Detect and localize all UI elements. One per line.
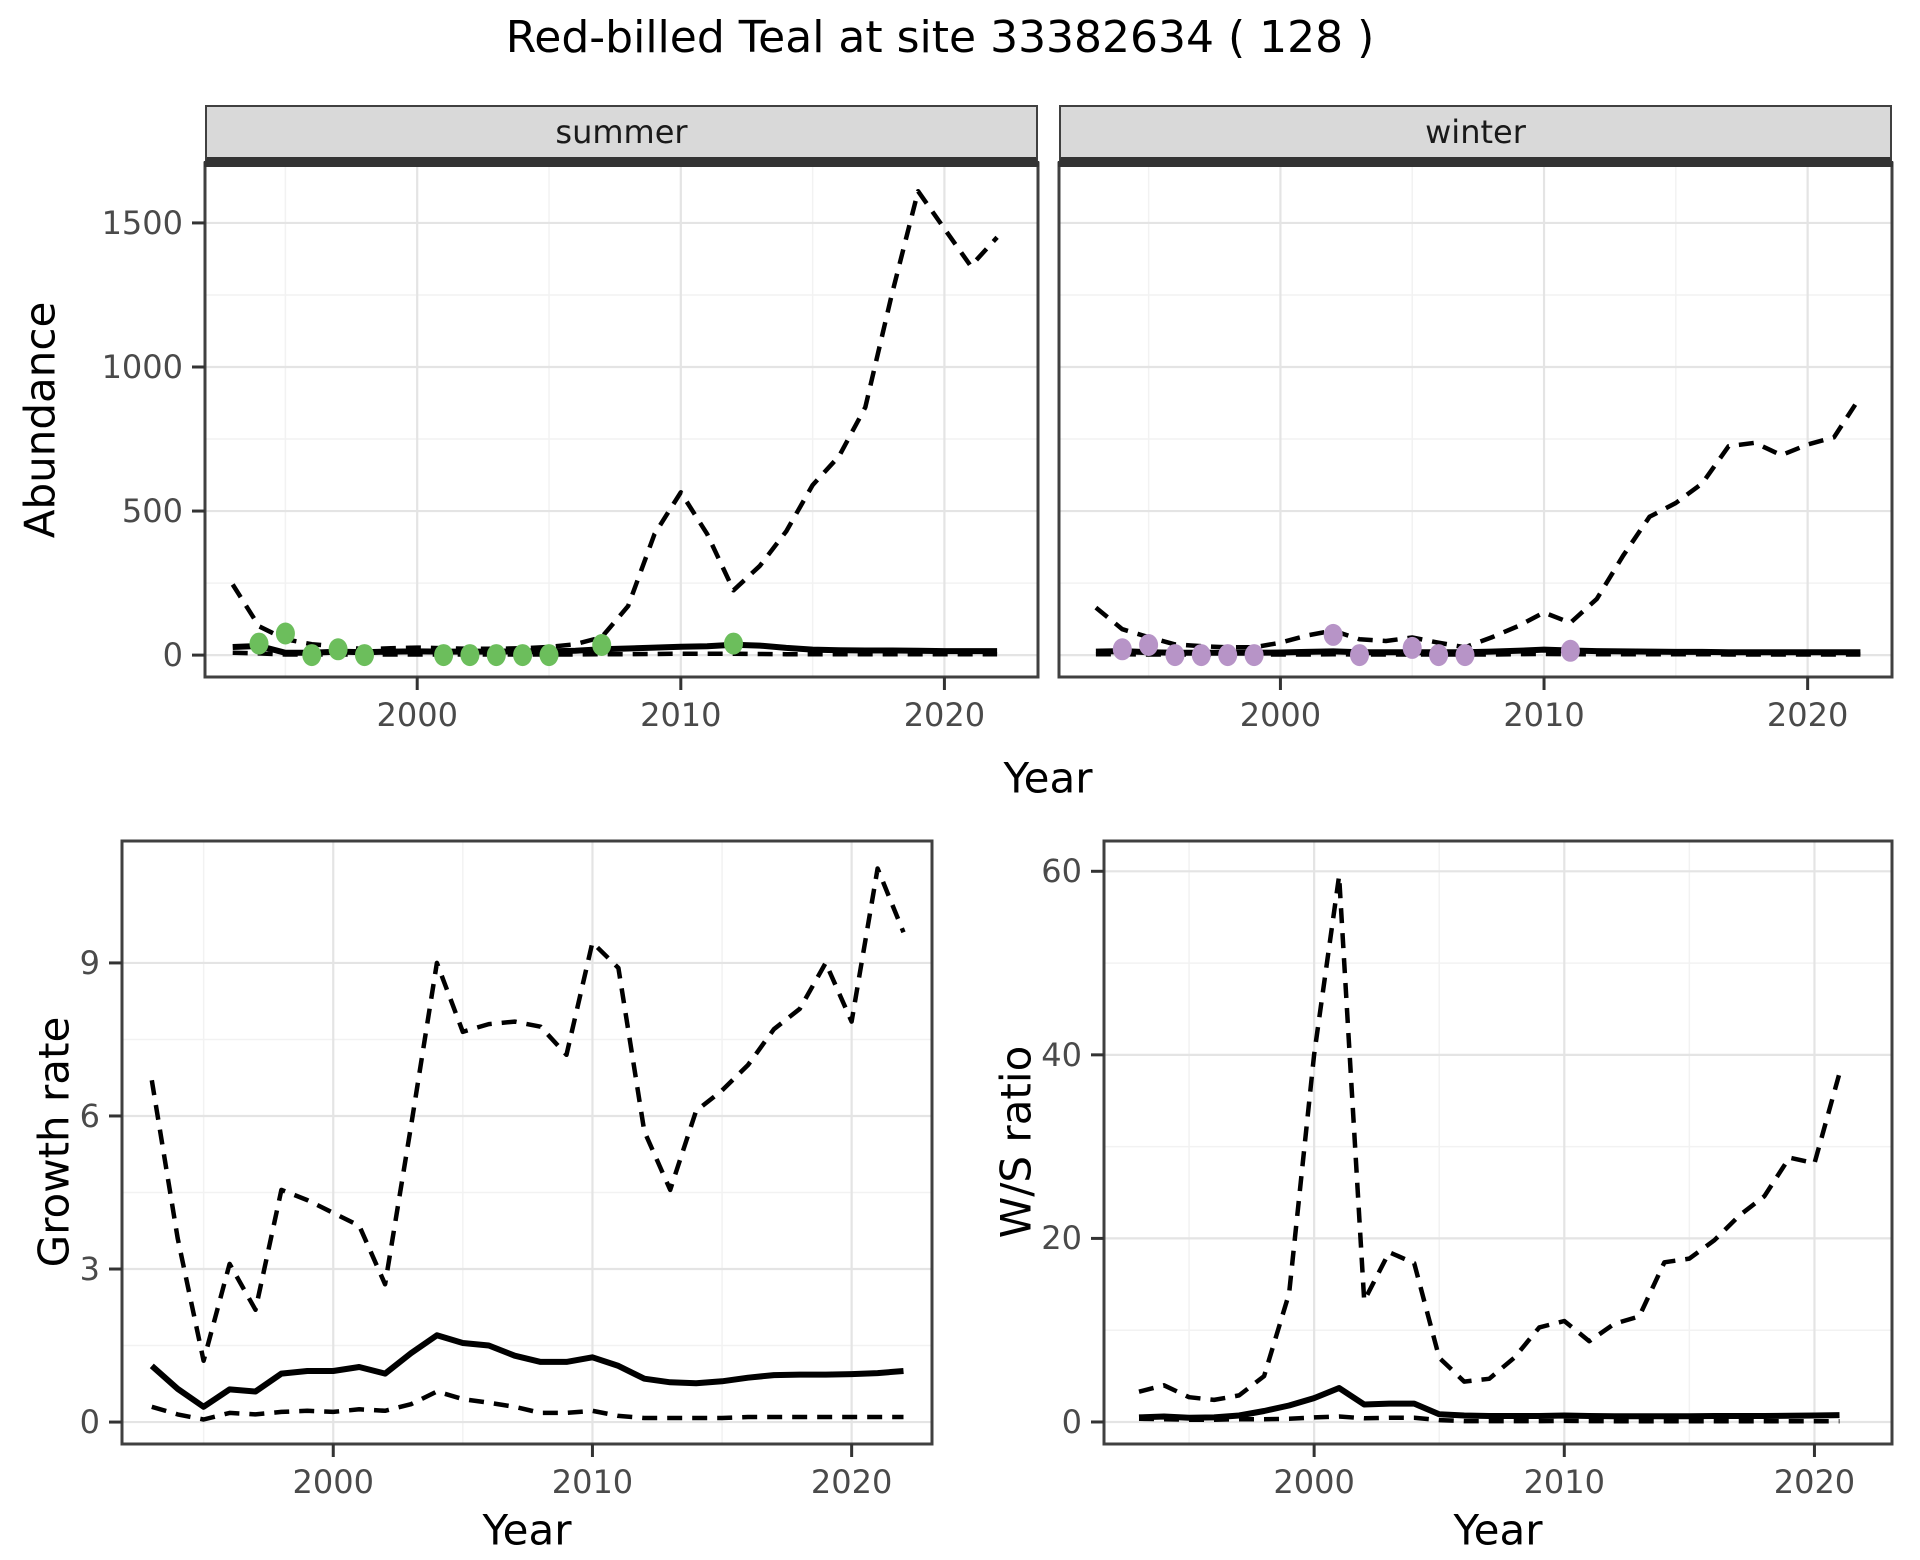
panel-growth-rate	[109, 839, 934, 1457]
panel-abundance-winter	[1057, 161, 1894, 690]
chart-title: Red-billed Teal at site 33382634 ( 128 )	[505, 12, 1375, 63]
data-point-observed-winter-counts	[1191, 644, 1211, 667]
panel-background-abundance-winter	[1059, 163, 1892, 677]
data-point-observed-summer-counts	[302, 644, 322, 667]
data-point-observed-summer-counts	[486, 644, 506, 667]
x-axis-title-year-top: Year	[1003, 753, 1093, 803]
data-point-observed-winter-counts	[1323, 623, 1343, 646]
data-point-observed-winter-counts	[1350, 644, 1369, 667]
panel-ws-ratio	[1091, 839, 1894, 1457]
data-point-observed-summer-counts	[275, 622, 295, 645]
data-point-observed-summer-counts	[513, 644, 533, 667]
series-ws-ratio-median-estimate	[1138, 1385, 1840, 1421]
data-point-observed-winter-counts	[1455, 644, 1475, 667]
data-point-observed-winter-counts	[1402, 636, 1422, 659]
facet-strip-winter: winter	[1059, 105, 1892, 163]
facet-strip-summer: summer	[205, 105, 1038, 163]
panel-border-growth-rate	[120, 839, 934, 1446]
panel-background-abundance-summer	[205, 163, 1038, 677]
data-point-observed-summer-counts	[328, 638, 348, 661]
data-point-observed-winter-counts	[1429, 644, 1449, 667]
x-axis-title-year-ws: Year	[1453, 1505, 1543, 1555]
data-point-observed-summer-counts	[592, 634, 612, 656]
x-axis-title-year-growth: Year	[482, 1505, 572, 1555]
data-point-observed-summer-counts	[355, 644, 374, 667]
data-point-observed-summer-counts	[539, 644, 559, 667]
data-point-observed-winter-counts	[1165, 644, 1185, 667]
data-point-observed-winter-counts	[1139, 634, 1159, 656]
data-point-observed-summer-counts	[460, 644, 480, 667]
y-axis-title-growth-rate: Growth rate	[29, 1016, 79, 1268]
facet-label-summer: summer	[555, 113, 688, 151]
data-point-observed-winter-counts	[1560, 639, 1580, 662]
panel-abundance-summer	[192, 161, 1040, 690]
panel-border-ws-ratio	[1102, 839, 1894, 1446]
data-point-observed-summer-counts	[724, 632, 743, 655]
facet-label-winter: winter	[1425, 113, 1526, 151]
panel-background-growth-rate	[122, 841, 932, 1444]
panel-background-ws-ratio	[1104, 841, 1892, 1444]
series-ws-ratio-lower-95-ci	[1138, 1414, 1840, 1424]
data-point-observed-summer-counts	[249, 632, 269, 655]
data-point-observed-winter-counts	[1244, 644, 1264, 667]
data-point-observed-winter-counts	[1218, 644, 1238, 667]
series-ws-ratio-upper-95-ci	[1138, 873, 1842, 1403]
y-axis-title-ws-ratio: W/S ratio	[991, 1045, 1041, 1239]
series-growth-rate-upper-95-ci	[149, 866, 906, 1364]
series-growth-rate-lower-95-ci	[151, 1389, 904, 1422]
data-point-observed-winter-counts	[1112, 638, 1132, 661]
data-point-observed-summer-counts	[434, 644, 454, 667]
series-growth-rate-median-estimate	[149, 1332, 904, 1410]
y-axis-title-abundance: Abundance	[15, 301, 65, 539]
